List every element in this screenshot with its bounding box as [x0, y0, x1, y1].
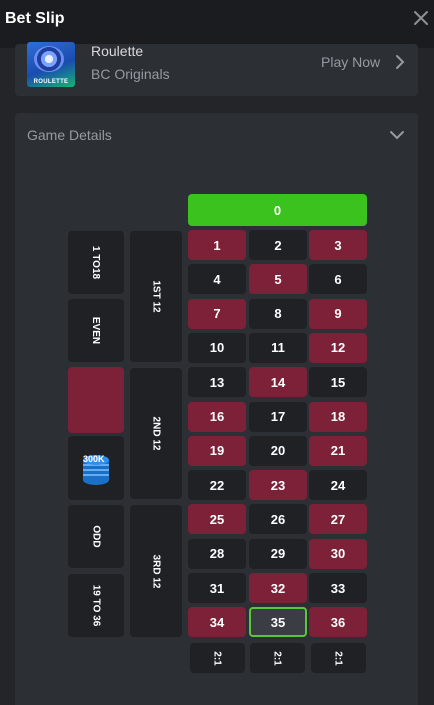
number-cell-31[interactable]: 31	[188, 573, 246, 603]
number-cell-4[interactable]: 4	[188, 264, 246, 295]
game-name: Roulette	[91, 43, 144, 59]
bet-odd[interactable]: ODD	[68, 505, 124, 568]
bet-19-to-36[interactable]: 19 TO 36	[68, 574, 124, 637]
column-2-bet[interactable]: 2:1	[250, 643, 305, 673]
number-cell-22[interactable]: 22	[188, 470, 246, 501]
play-now-link[interactable]: Play Now	[321, 54, 381, 70]
thumbnail-label: ROULETTE	[33, 79, 69, 85]
number-cell-15[interactable]: 15	[309, 367, 367, 398]
column-1-label: 2:1	[211, 650, 223, 666]
bet-black[interactable]: 300K	[68, 436, 124, 500]
number-cell-24[interactable]: 24	[309, 470, 367, 501]
number-cell-35[interactable]: 35	[249, 607, 307, 638]
number-cell-10[interactable]: 10	[188, 332, 246, 363]
zero-cell[interactable]: 0	[188, 194, 367, 226]
column-1-bet[interactable]: 2:1	[190, 643, 245, 673]
number-cell-2[interactable]: 2	[249, 230, 307, 260]
top-bar: Bet Slip	[0, 0, 434, 48]
number-cell-33[interactable]: 33	[309, 573, 367, 603]
number-cell-17[interactable]: 17	[249, 401, 307, 432]
number-cell-25[interactable]: 25	[188, 504, 246, 535]
number-cell-28[interactable]: 28	[188, 538, 246, 569]
column-3-bet[interactable]: 2:1	[311, 643, 366, 673]
bet-even[interactable]: EVEN	[68, 299, 124, 362]
dozen-2-label: 2ND 12	[150, 416, 162, 451]
game-provider: BC Originals	[91, 66, 170, 82]
bet-1-to-18[interactable]: 1 TO18	[68, 231, 124, 294]
number-cell-20[interactable]: 20	[249, 435, 307, 466]
number-cell-19[interactable]: 19	[188, 435, 246, 466]
roulette-wheel-icon	[34, 46, 64, 72]
bet-red[interactable]	[68, 367, 124, 433]
page-title: Bet Slip	[5, 10, 65, 27]
chip-icon	[83, 455, 109, 485]
dozen-3-label: 3RD 12	[150, 554, 162, 588]
game-thumbnail[interactable]: ROULETTE	[27, 42, 75, 87]
number-cell-18[interactable]: 18	[309, 401, 367, 432]
number-cell-36[interactable]: 36	[309, 607, 367, 638]
number-cell-3[interactable]: 3	[309, 230, 367, 260]
game-details-label: Game Details	[27, 127, 112, 143]
number-cell-6[interactable]: 6	[309, 264, 367, 295]
number-cell-23[interactable]: 23	[249, 470, 307, 501]
chip-amount: 300K	[83, 454, 105, 464]
number-cell-13[interactable]: 13	[188, 367, 246, 398]
bet-1-to-18-label: 1 TO18	[90, 245, 102, 280]
number-cell-32[interactable]: 32	[249, 573, 307, 603]
dozen-1-label: 1ST 12	[150, 280, 162, 313]
number-cell-30[interactable]: 30	[309, 538, 367, 569]
number-cell-29[interactable]: 29	[249, 538, 307, 569]
number-cell-11[interactable]: 11	[249, 332, 307, 363]
number-cell-5[interactable]: 5	[249, 264, 307, 295]
chevron-down-icon[interactable]	[389, 129, 405, 141]
game-card: ROULETTE Roulette BC Originals Play Now	[15, 42, 418, 96]
number-cell-27[interactable]: 27	[309, 504, 367, 535]
bet-19-to-36-label: 19 TO 36	[90, 584, 102, 627]
column-3-label: 2:1	[332, 650, 344, 666]
bet-even-label: EVEN	[90, 316, 102, 345]
number-cell-7[interactable]: 7	[188, 298, 246, 329]
number-cell-21[interactable]: 21	[309, 435, 367, 466]
number-cell-1[interactable]: 1	[188, 230, 246, 260]
number-cell-12[interactable]: 12	[309, 332, 367, 363]
number-cell-16[interactable]: 16	[188, 401, 246, 432]
chevron-right-icon[interactable]	[393, 54, 407, 70]
bet-slip-content: ROULETTE Roulette BC Originals Play Now …	[0, 42, 434, 705]
number-cell-8[interactable]: 8	[249, 298, 307, 329]
number-cell-9[interactable]: 9	[309, 298, 367, 329]
dozen-3[interactable]: 3RD 12	[130, 505, 182, 637]
number-cell-34[interactable]: 34	[188, 607, 246, 638]
bet-odd-label: ODD	[90, 525, 102, 548]
dozen-1[interactable]: 1ST 12	[130, 231, 182, 362]
close-icon[interactable]	[410, 7, 432, 29]
column-2-label: 2:1	[271, 650, 283, 666]
dozen-2[interactable]: 2ND 12	[130, 368, 182, 499]
number-cell-26[interactable]: 26	[249, 504, 307, 535]
number-cell-14[interactable]: 14	[249, 367, 307, 398]
